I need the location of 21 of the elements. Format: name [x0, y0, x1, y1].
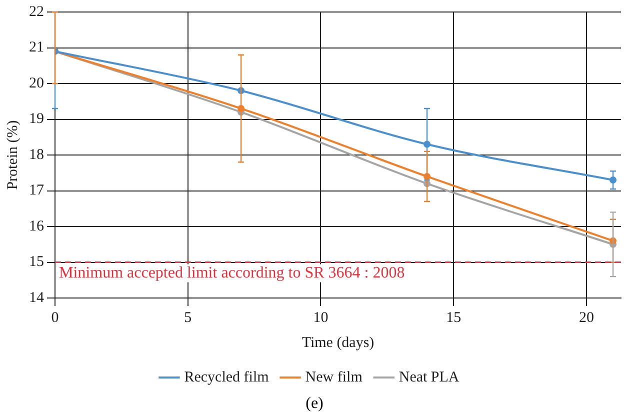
x-axis-title: Time (days)	[302, 334, 374, 351]
y-tick-label: 21	[29, 40, 44, 56]
x-tick-label: 0	[51, 310, 59, 326]
legend-label: Neat PLA	[398, 369, 460, 386]
y-tick-label: 17	[29, 182, 44, 199]
x-tick-label: 10	[313, 310, 328, 326]
y-tick-label: 15	[29, 254, 44, 270]
x-tick-label: 20	[578, 310, 594, 326]
y-tick-label: 14	[29, 290, 44, 306]
y-tick-label: 18	[29, 146, 44, 163]
y-axis-title: Protein (%)	[4, 120, 21, 190]
x-tick-label: 15	[446, 310, 462, 326]
text: (e)	[304, 395, 324, 414]
x-tick-label: 5	[184, 310, 192, 326]
y-tick-label: 20	[29, 75, 44, 92]
y-tick-label: 19	[29, 111, 44, 128]
legend-label: Recycled film	[184, 369, 270, 386]
annotation: Minimum accepted limit according to SR 3664 : 2008	[59, 264, 405, 282]
y-tick-label: 16	[29, 218, 44, 234]
y-tick-label: 22	[29, 4, 44, 20]
legend-label: New film	[305, 369, 363, 386]
